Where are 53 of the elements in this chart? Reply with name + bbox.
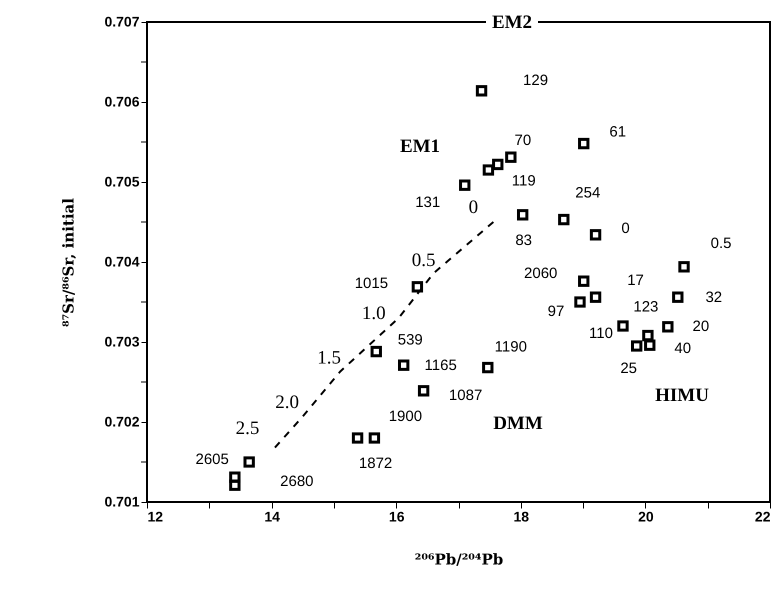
annotation: 0 [621, 220, 630, 237]
annotation: EM2 [492, 12, 532, 33]
y-tick-label: 0.702 [104, 414, 140, 430]
annotation: 1.0 [362, 303, 386, 324]
annotation: 0.5 [710, 234, 732, 252]
x-tick-label: 14 [264, 508, 280, 524]
y-axis-title: ⁸⁷Sr/⁸⁶Sr, initial [59, 198, 78, 327]
y-tick-label: 0.701 [104, 494, 140, 510]
annotation: 2.5 [236, 418, 260, 440]
annotation: 25 [620, 360, 638, 377]
annotation: 40 [674, 340, 692, 358]
annotation: 2.0 [275, 392, 299, 414]
annotation: 83 [515, 232, 532, 249]
annotation: 1015 [354, 274, 388, 292]
annotation: 1900 [388, 408, 422, 425]
annotation: 131 [415, 194, 440, 212]
x-tick-label: 20 [638, 508, 654, 524]
x-tick-label: 16 [388, 508, 405, 524]
annotation: 2680 [280, 473, 314, 490]
annotation: 61 [609, 124, 626, 141]
x-axis-title: ²⁰⁶Pb/²⁰⁴Pb [414, 550, 504, 568]
annotation: EM1 [400, 136, 440, 157]
annotation: 70 [514, 132, 532, 150]
annotation: 1165 [424, 357, 457, 374]
x-tick-label: 22 [754, 508, 771, 524]
annotation: 97 [548, 303, 564, 320]
line-series [272, 221, 494, 450]
annotation: 0 [468, 197, 478, 218]
y-tick-label: 0.704 [104, 254, 140, 270]
annotation: HIMU [655, 385, 710, 406]
y-tick-label: 0.703 [104, 334, 140, 350]
y-tick-label: 0.706 [104, 94, 140, 110]
annotation: 129 [523, 72, 548, 89]
annotation: 17 [627, 272, 644, 290]
annotation: 2060 [524, 265, 558, 282]
x-tick-label: 18 [514, 508, 530, 524]
annotation: 1.5 [317, 348, 342, 369]
annotation: 123 [633, 298, 658, 316]
annotation: 1872 [358, 455, 392, 472]
annotation: 2605 [195, 451, 229, 468]
annotation: 119 [512, 172, 536, 190]
x-tick-label: 12 [148, 508, 164, 524]
y-tick-label: 0.707 [104, 14, 140, 30]
annotation: 20 [692, 318, 710, 335]
annotation: 32 [705, 289, 722, 306]
annotation: 110 [589, 325, 613, 342]
annotation: 539 [398, 332, 423, 349]
y-tick-label: 0.705 [104, 174, 140, 190]
annotation: 1190 [494, 338, 527, 356]
annotation: 0.5 [412, 250, 436, 272]
annotation: DMM [493, 413, 543, 434]
annotation: 1087 [448, 386, 482, 404]
annotation: 254 [575, 184, 600, 202]
